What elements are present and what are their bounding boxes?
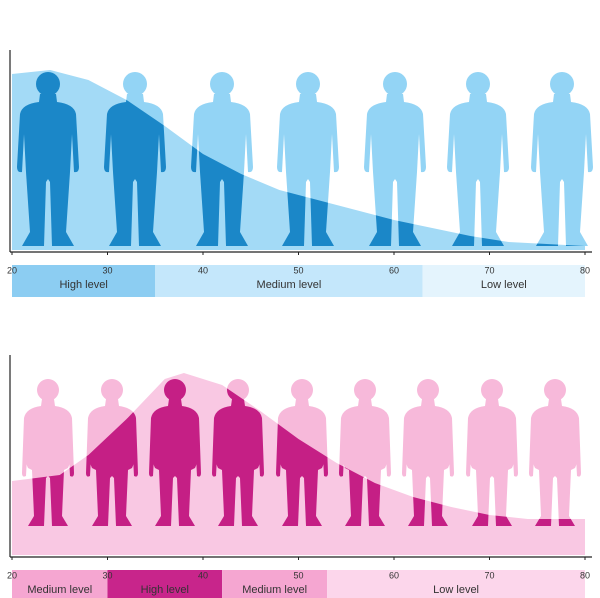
x-tick-label: 30	[102, 265, 112, 275]
band-label: Medium level	[242, 584, 307, 596]
level-band	[155, 265, 423, 297]
x-tick-label: 40	[198, 570, 208, 580]
band-label: Low level	[433, 584, 479, 596]
band-label: High level	[141, 584, 189, 596]
figure	[529, 379, 581, 526]
level-band	[12, 265, 156, 297]
figure	[17, 72, 79, 246]
x-tick-label: 50	[293, 265, 303, 275]
x-tick-label: 80	[580, 265, 590, 275]
x-tick-label: 60	[389, 570, 399, 580]
band-label: High level	[59, 279, 107, 291]
x-tick-label: 70	[484, 570, 494, 580]
x-tick-label: 50	[293, 570, 303, 580]
band-label: Low level	[481, 279, 527, 291]
figure-highlight	[149, 379, 201, 526]
figure	[149, 379, 201, 526]
level-band	[12, 570, 108, 598]
figure	[447, 72, 509, 246]
level-band	[422, 265, 585, 297]
level-band	[222, 570, 328, 598]
figure-highlight	[17, 72, 79, 246]
figure	[364, 72, 426, 246]
x-tick-label: 70	[484, 265, 494, 275]
area	[12, 70, 585, 250]
x-tick-label: 60	[389, 265, 399, 275]
x-tick-label: 20	[7, 265, 17, 275]
figure	[402, 379, 454, 526]
x-tick-label: 40	[198, 265, 208, 275]
x-tick-label: 30	[102, 570, 112, 580]
figure	[531, 72, 593, 246]
band-label: Medium level	[257, 279, 322, 291]
level-band	[107, 570, 223, 598]
figure	[466, 379, 518, 526]
x-tick-label: 20	[7, 570, 17, 580]
band-label: Medium level	[27, 584, 92, 596]
level-band	[327, 570, 585, 598]
x-tick-label: 80	[580, 570, 590, 580]
